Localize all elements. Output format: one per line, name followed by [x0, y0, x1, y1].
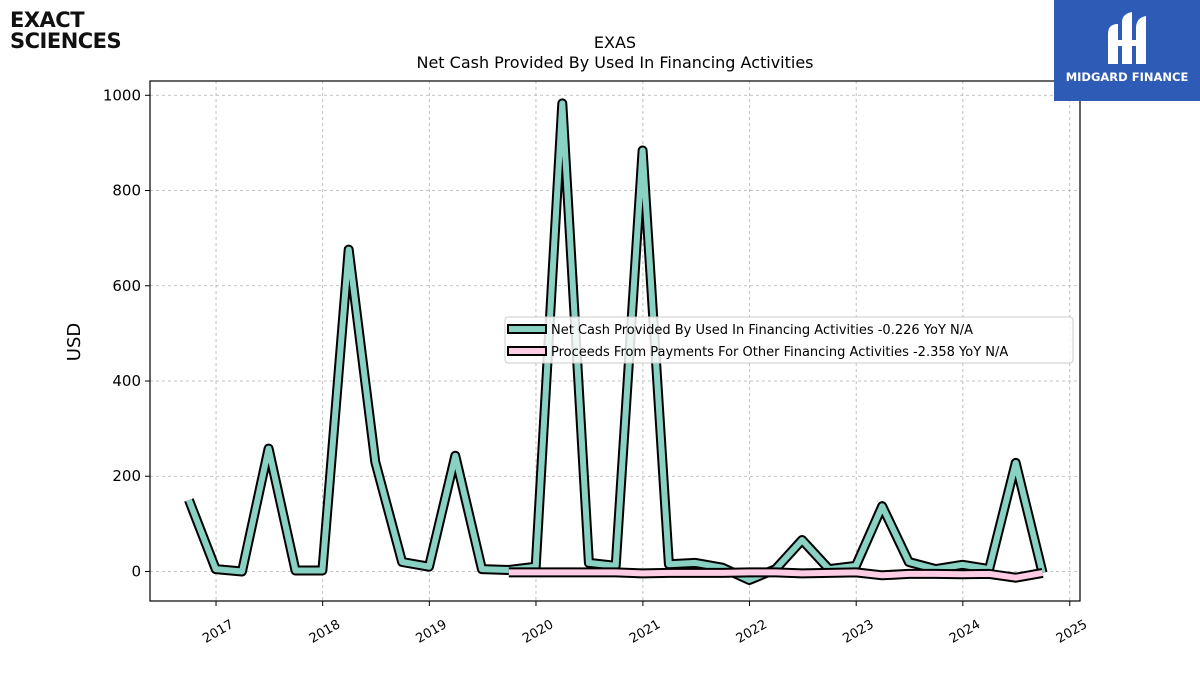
x-tick-label: 2025: [1054, 617, 1090, 647]
y-tick-label: 200: [112, 467, 141, 485]
legend-swatch: [507, 346, 547, 356]
legend-label: Proceeds From Payments For Other Financi…: [551, 345, 1008, 360]
y-tick-label: 400: [112, 372, 141, 390]
logo-line-2: SCIENCES: [10, 29, 122, 53]
y-axis-label: USD: [64, 323, 85, 361]
brand-name: MIDGARD FINANCE: [1065, 70, 1189, 84]
y-tick-label: 800: [112, 182, 141, 200]
legend-box: [504, 316, 1074, 364]
series-1: [184, 98, 1048, 585]
x-tick-label: 2022: [734, 617, 770, 647]
series-lines: [184, 98, 1048, 585]
legend: Net Cash Provided By Used In Financing A…: [504, 316, 1074, 364]
series-line: [508, 569, 1044, 581]
exact-sciences-logo: EXACT SCIENCES: [10, 10, 140, 54]
chart-title: EXAS: [594, 33, 636, 52]
x-tick-label: 2018: [307, 617, 343, 647]
midgard-emblem-icon: [1108, 12, 1146, 64]
y-tick-label: 1000: [103, 86, 141, 104]
series-line: [186, 100, 1046, 583]
x-tick-label: 2021: [627, 617, 663, 647]
midgard-finance-logo: MIDGARD FINANCE: [1054, 0, 1200, 101]
y-tick-label: 600: [112, 277, 141, 295]
legend-label: Net Cash Provided By Used In Financing A…: [551, 323, 973, 338]
chart-subtitle: Net Cash Provided By Used In Financing A…: [416, 53, 813, 72]
legend-swatch: [507, 324, 547, 334]
x-tick-label: 2020: [520, 617, 556, 647]
plot-frame: [149, 80, 1081, 602]
series-2: [508, 567, 1044, 583]
x-tick-label: 2019: [413, 617, 449, 647]
x-tick-label: 2024: [947, 617, 983, 647]
y-tick-label: 0: [131, 562, 141, 580]
x-tick-label: 2023: [840, 617, 876, 647]
logo-line-1: EXACT: [10, 8, 85, 32]
x-tick-label: 2017: [200, 617, 236, 647]
